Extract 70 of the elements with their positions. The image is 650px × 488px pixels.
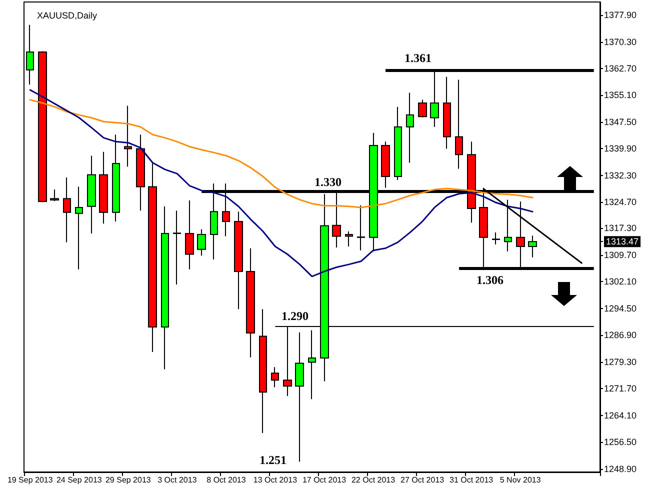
candlestick [381, 141, 390, 188]
candlestick [443, 76, 451, 150]
candlestick [234, 211, 243, 310]
candlestick [492, 232, 500, 245]
y-tick-label: 1370.30 [604, 36, 637, 47]
candlestick [63, 177, 71, 243]
x-tick-label: 22 Oct 2013 [351, 476, 396, 484]
y-tick-label: 1302.10 [604, 276, 637, 287]
candlestick [99, 151, 108, 224]
x-tick-label: 3 Oct 2013 [158, 476, 198, 484]
y-tick-label: 1271.70 [604, 384, 637, 394]
candlestick [124, 105, 132, 168]
candlestick [75, 186, 83, 270]
x-tick-label: 13 Oct 2013 [253, 476, 298, 484]
candlestick [87, 155, 96, 234]
annotation: 1.306 [476, 273, 504, 287]
y-tick-label: 1294.50 [604, 303, 637, 314]
y-tick-label: 1377.90 [604, 10, 637, 20]
line-series [29, 99, 534, 208]
y-tick-label: 1264.10 [604, 410, 637, 420]
candlestick [308, 330, 316, 400]
candlestick [185, 200, 194, 270]
x-tick-label: 29 Sep 2013 [105, 476, 152, 484]
y-tick-label: 1324.70 [604, 197, 637, 208]
x-tick-label: 17 Oct 2013 [302, 476, 347, 484]
y-tick-label: 1347.50 [604, 116, 637, 127]
x-tick-label: 24 Sep 2013 [56, 476, 102, 484]
candlestick [455, 79, 463, 170]
candlestick [161, 206, 169, 370]
candlestick [357, 204, 365, 251]
candlestick [528, 235, 537, 258]
candlestick [259, 308, 267, 434]
y-tick-label: 1313.47 [606, 236, 639, 247]
annotation: 1.251 [260, 453, 286, 467]
candlestick [112, 134, 120, 222]
candlestick [50, 189, 59, 202]
y-tick-label: 1317.30 [604, 223, 637, 234]
candlestick [26, 24, 34, 86]
x-tick-label: 8 Oct 2013 [206, 476, 246, 484]
annotation: 1.330 [314, 175, 342, 189]
x-tick-label: 19 Sep 2013 [7, 476, 54, 484]
candlestick [418, 99, 427, 118]
y-tick-label: 1339.90 [604, 144, 637, 154]
y-tick-label: 1286.90 [604, 330, 637, 340]
candlestick [271, 366, 279, 388]
annotation: 1.290 [282, 309, 308, 323]
y-tick-label: 1256.50 [604, 437, 637, 448]
candlestick [38, 50, 47, 203]
candlestick [345, 230, 353, 247]
y-tick-label: 1355.10 [604, 90, 637, 100]
y-tick-label: 1248.90 [604, 464, 637, 474]
candlestick [394, 106, 402, 181]
candlestick [173, 210, 181, 285]
x-tick-label: 5 Nov 2013 [500, 476, 542, 484]
candlestick [136, 134, 145, 212]
y-tick-label: 1279.30 [604, 356, 637, 367]
y-tick-label: 1362.70 [604, 63, 637, 74]
y-tick-label: 1332.30 [604, 170, 637, 180]
x-tick-label: 27 Oct 2013 [400, 476, 445, 484]
text: XAUUSD,Daily [37, 10, 98, 20]
candlestick [406, 92, 414, 164]
y-tick-label: 1309.70 [604, 250, 637, 260]
candlestick [295, 332, 304, 462]
candlestick [504, 199, 512, 252]
candlestick [197, 228, 206, 256]
candlestick [246, 248, 255, 358]
x-tick-label: 31 Oct 2013 [450, 476, 494, 484]
candlestick [148, 161, 157, 353]
annotation: 1.361 [404, 51, 432, 65]
line-series [29, 89, 534, 278]
